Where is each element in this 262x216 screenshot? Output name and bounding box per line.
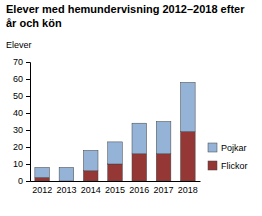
- title-line: år och kön: [6, 17, 62, 29]
- tick-label: 70: [13, 57, 23, 67]
- tick: 2012: [32, 181, 52, 195]
- x-axis: 2012 2013 2014 2015 2016 2017 2018: [31, 181, 201, 195]
- chart: Elever med hemundervisning 2012–2018 eft…: [0, 0, 262, 216]
- tick-label: 60: [13, 74, 23, 84]
- bar: [181, 132, 196, 181]
- tick-label: 2015: [105, 185, 125, 195]
- tick-mark: [26, 130, 30, 131]
- tick-label: 2014: [81, 185, 101, 195]
- tick: 40: [13, 108, 30, 118]
- y-axis: 0 10 20 30 40 50 60 70: [13, 57, 31, 186]
- tick-label: 10: [13, 159, 23, 169]
- tick-label: 20: [13, 142, 23, 152]
- series: [35, 82, 195, 181]
- tick-label: 50: [13, 91, 23, 101]
- tick: 2013: [56, 181, 76, 195]
- title-line: Elever med hemundervisning 2012–2018 eft…: [6, 3, 245, 15]
- tick: 60: [13, 74, 30, 84]
- legend-item: Flickor: [208, 161, 248, 171]
- tick-label: 2017: [154, 185, 174, 195]
- bar: [156, 154, 171, 181]
- tick-label: 2013: [56, 185, 76, 195]
- y-axis-label: Elever: [6, 40, 32, 50]
- tick: 2016: [129, 181, 149, 195]
- tick: 2017: [154, 181, 174, 195]
- tick-label: 30: [13, 125, 23, 135]
- tick: 2015: [105, 181, 125, 195]
- bar: [83, 171, 98, 181]
- bar: [108, 142, 123, 164]
- tick-mark: [26, 96, 30, 97]
- bar: [35, 178, 50, 181]
- tick-mark: [26, 113, 30, 114]
- tick-label: 0: [18, 176, 23, 186]
- bar: [132, 154, 147, 181]
- tick-mark: [26, 164, 30, 165]
- tick: 30: [13, 125, 30, 135]
- bar: [35, 167, 50, 177]
- tick: 20: [13, 142, 30, 152]
- legend-label: Pojkar: [221, 143, 247, 153]
- bars: [35, 82, 195, 181]
- tick-mark: [26, 79, 30, 80]
- title: Elever med hemundervisning 2012–2018 eft…: [6, 3, 245, 29]
- bar: [59, 167, 74, 181]
- tick: 50: [13, 91, 30, 101]
- legend-swatch: [208, 143, 217, 152]
- x-axis-line: [31, 181, 201, 182]
- tick-label: 2018: [178, 185, 198, 195]
- tick-label: 40: [13, 108, 23, 118]
- tick-mark: [26, 147, 30, 148]
- tick-mark: [26, 62, 30, 63]
- plot: 0102030405060702012201320142015201620172…: [13, 57, 201, 195]
- legend: Pojkar Flickor: [208, 143, 248, 171]
- legend-swatch: [208, 161, 217, 170]
- tick: 2018: [178, 181, 198, 195]
- tick: 0: [18, 176, 30, 186]
- bar: [156, 122, 171, 154]
- bar: [181, 82, 196, 131]
- bar: [108, 164, 123, 181]
- tick: 70: [13, 57, 30, 67]
- legend-item: Pojkar: [208, 143, 247, 153]
- legend-label: Flickor: [221, 161, 248, 171]
- tick-label: 2016: [129, 185, 149, 195]
- bar: [132, 123, 147, 154]
- tick: 2014: [81, 181, 101, 195]
- tick-label: 2012: [32, 185, 52, 195]
- y-axis-line: [26, 63, 31, 182]
- tick: 10: [13, 159, 30, 169]
- bar: [83, 150, 98, 170]
- tick-mark: [26, 181, 30, 182]
